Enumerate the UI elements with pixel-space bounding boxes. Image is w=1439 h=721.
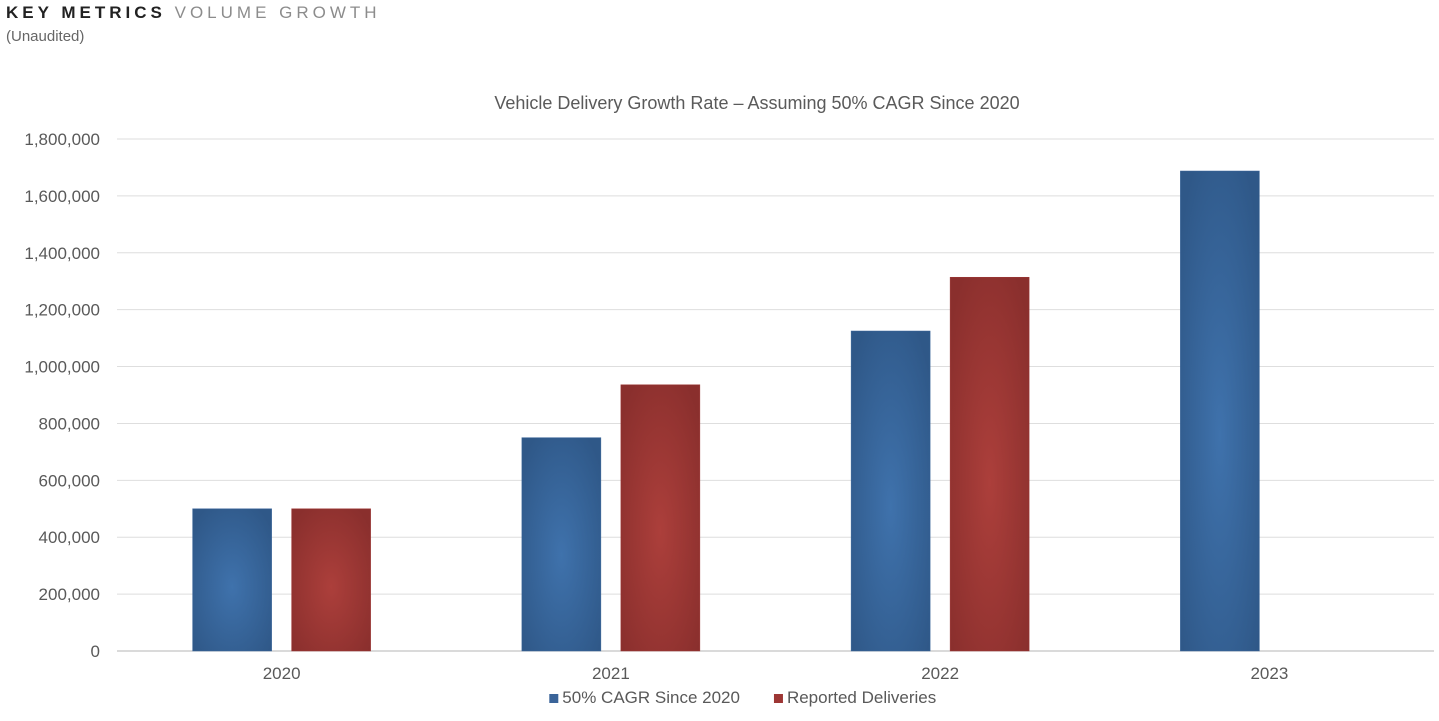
y-tick-label: 0 xyxy=(91,642,100,661)
page-subtitle: (Unaudited) xyxy=(6,28,85,45)
x-tick-label: 2023 xyxy=(1250,664,1288,683)
chart-title: Vehicle Delivery Growth Rate – Assuming … xyxy=(494,93,1019,113)
y-tick-label: 1,200,000 xyxy=(24,301,100,320)
y-tick-label: 800,000 xyxy=(39,414,100,433)
x-tick-label: 2022 xyxy=(921,664,959,683)
bar xyxy=(620,384,701,652)
bar xyxy=(1180,170,1260,652)
legend-swatch xyxy=(549,694,559,703)
bar xyxy=(521,437,602,652)
page-title-strong: KEY METRICS xyxy=(6,3,166,22)
y-tick-label: 1,800,000 xyxy=(24,130,100,149)
bar xyxy=(850,330,931,652)
page-header: KEY METRICS VOLUME GROWTH (Unaudited) xyxy=(6,2,381,48)
legend: 50% CAGR Since 2020 Reported Deliveries xyxy=(549,688,936,707)
bar xyxy=(291,508,371,652)
x-tick-label: 2020 xyxy=(263,664,301,683)
y-tick-label: 400,000 xyxy=(39,528,100,547)
y-axis: 0 200,000 400,000 600,000 800,000 1,000,000 1,… xyxy=(24,130,100,661)
x-axis: 2020 2021 2022 2023 xyxy=(263,664,1289,683)
y-tick-label: 1,600,000 xyxy=(24,187,100,206)
legend-label: Reported Deliveries xyxy=(787,688,936,707)
y-tick-label: 600,000 xyxy=(39,471,100,490)
legend-swatch xyxy=(773,694,783,703)
y-tick-label: 200,000 xyxy=(39,585,100,604)
y-tick-label: 1,000,000 xyxy=(24,358,100,377)
bar xyxy=(949,276,1030,652)
x-tick-label: 2021 xyxy=(592,664,630,683)
bar xyxy=(192,508,272,652)
bars xyxy=(192,170,1260,652)
page-title-light: VOLUME GROWTH xyxy=(174,3,381,22)
y-tick-label: 1,400,000 xyxy=(24,244,100,263)
legend-label: 50% CAGR Since 2020 xyxy=(562,688,740,707)
page-title: KEY METRICS VOLUME GROWTH xyxy=(6,2,381,24)
